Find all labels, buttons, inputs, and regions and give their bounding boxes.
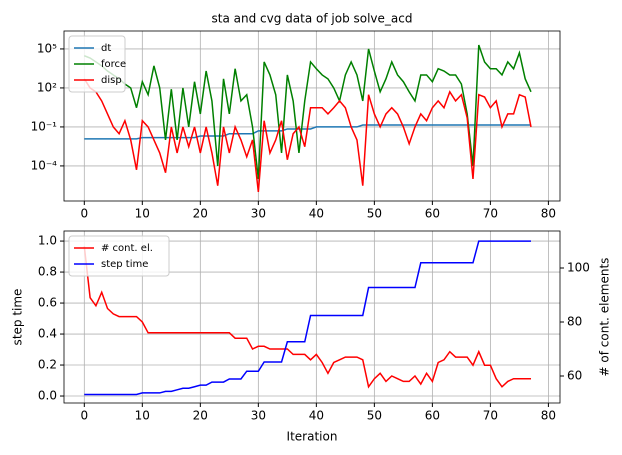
y-tick-label: 10⁻⁴	[31, 158, 58, 172]
x-tick-label: 60	[425, 207, 440, 221]
series-line	[83, 78, 532, 192]
plot-frame	[63, 30, 561, 202]
plot-frame	[63, 230, 561, 404]
legend-box	[68, 235, 170, 277]
x-tick-label: 80	[541, 207, 556, 221]
y-tick-label: 0.4	[38, 327, 57, 341]
x-tick-label: 40	[309, 409, 324, 423]
y-tick-label: 10⁻¹	[31, 119, 58, 133]
y2-axis-label: # of cont. elements	[598, 258, 612, 377]
y-tick-label: 0.6	[38, 296, 57, 310]
x-tick-label: 40	[309, 207, 324, 221]
x-tick-label: 10	[135, 207, 150, 221]
x-tick-label: 30	[251, 207, 266, 221]
chart-title: sta and cvg data of job solve_acd	[212, 12, 413, 26]
x-tick-label: 0	[80, 207, 88, 221]
legend-label: # cont. el.	[101, 243, 153, 254]
x-tick-label: 60	[425, 409, 440, 423]
x-tick-label: 50	[367, 409, 382, 423]
y2-tick-label: 80	[567, 314, 582, 328]
x-tick-label: 0	[80, 409, 88, 423]
y-tick-label: 10²	[37, 80, 57, 94]
x-tick-label: 70	[483, 207, 498, 221]
legend-label: dt	[101, 43, 111, 54]
x-tick-label: 50	[367, 207, 382, 221]
x-axis-label: Iteration	[287, 430, 338, 444]
x-tick-label: 10	[135, 409, 150, 423]
y2-tick-label: 60	[567, 368, 582, 382]
series-line	[84, 44, 532, 180]
x-tick-label: 20	[193, 207, 208, 221]
legend-label: disp	[101, 75, 122, 86]
series-line	[83, 246, 531, 389]
y-tick-label: 1.0	[38, 234, 57, 248]
legend-label: force	[101, 59, 126, 70]
legend-box	[68, 35, 126, 93]
y-tick-label: 0.8	[38, 265, 57, 279]
legend-label: step time	[101, 259, 148, 270]
y-tick-label: 0.2	[38, 358, 57, 372]
y2-tick-label: 100	[567, 260, 590, 274]
x-tick-label: 20	[193, 409, 208, 423]
y-tick-label: 10⁵	[37, 41, 57, 55]
series-line	[84, 240, 531, 396]
x-tick-label: 70	[483, 409, 498, 423]
x-tick-label: 80	[541, 409, 556, 423]
x-tick-label: 30	[251, 409, 266, 423]
y-axis-label: step time	[11, 289, 25, 346]
y-tick-label: 0.0	[38, 389, 57, 403]
